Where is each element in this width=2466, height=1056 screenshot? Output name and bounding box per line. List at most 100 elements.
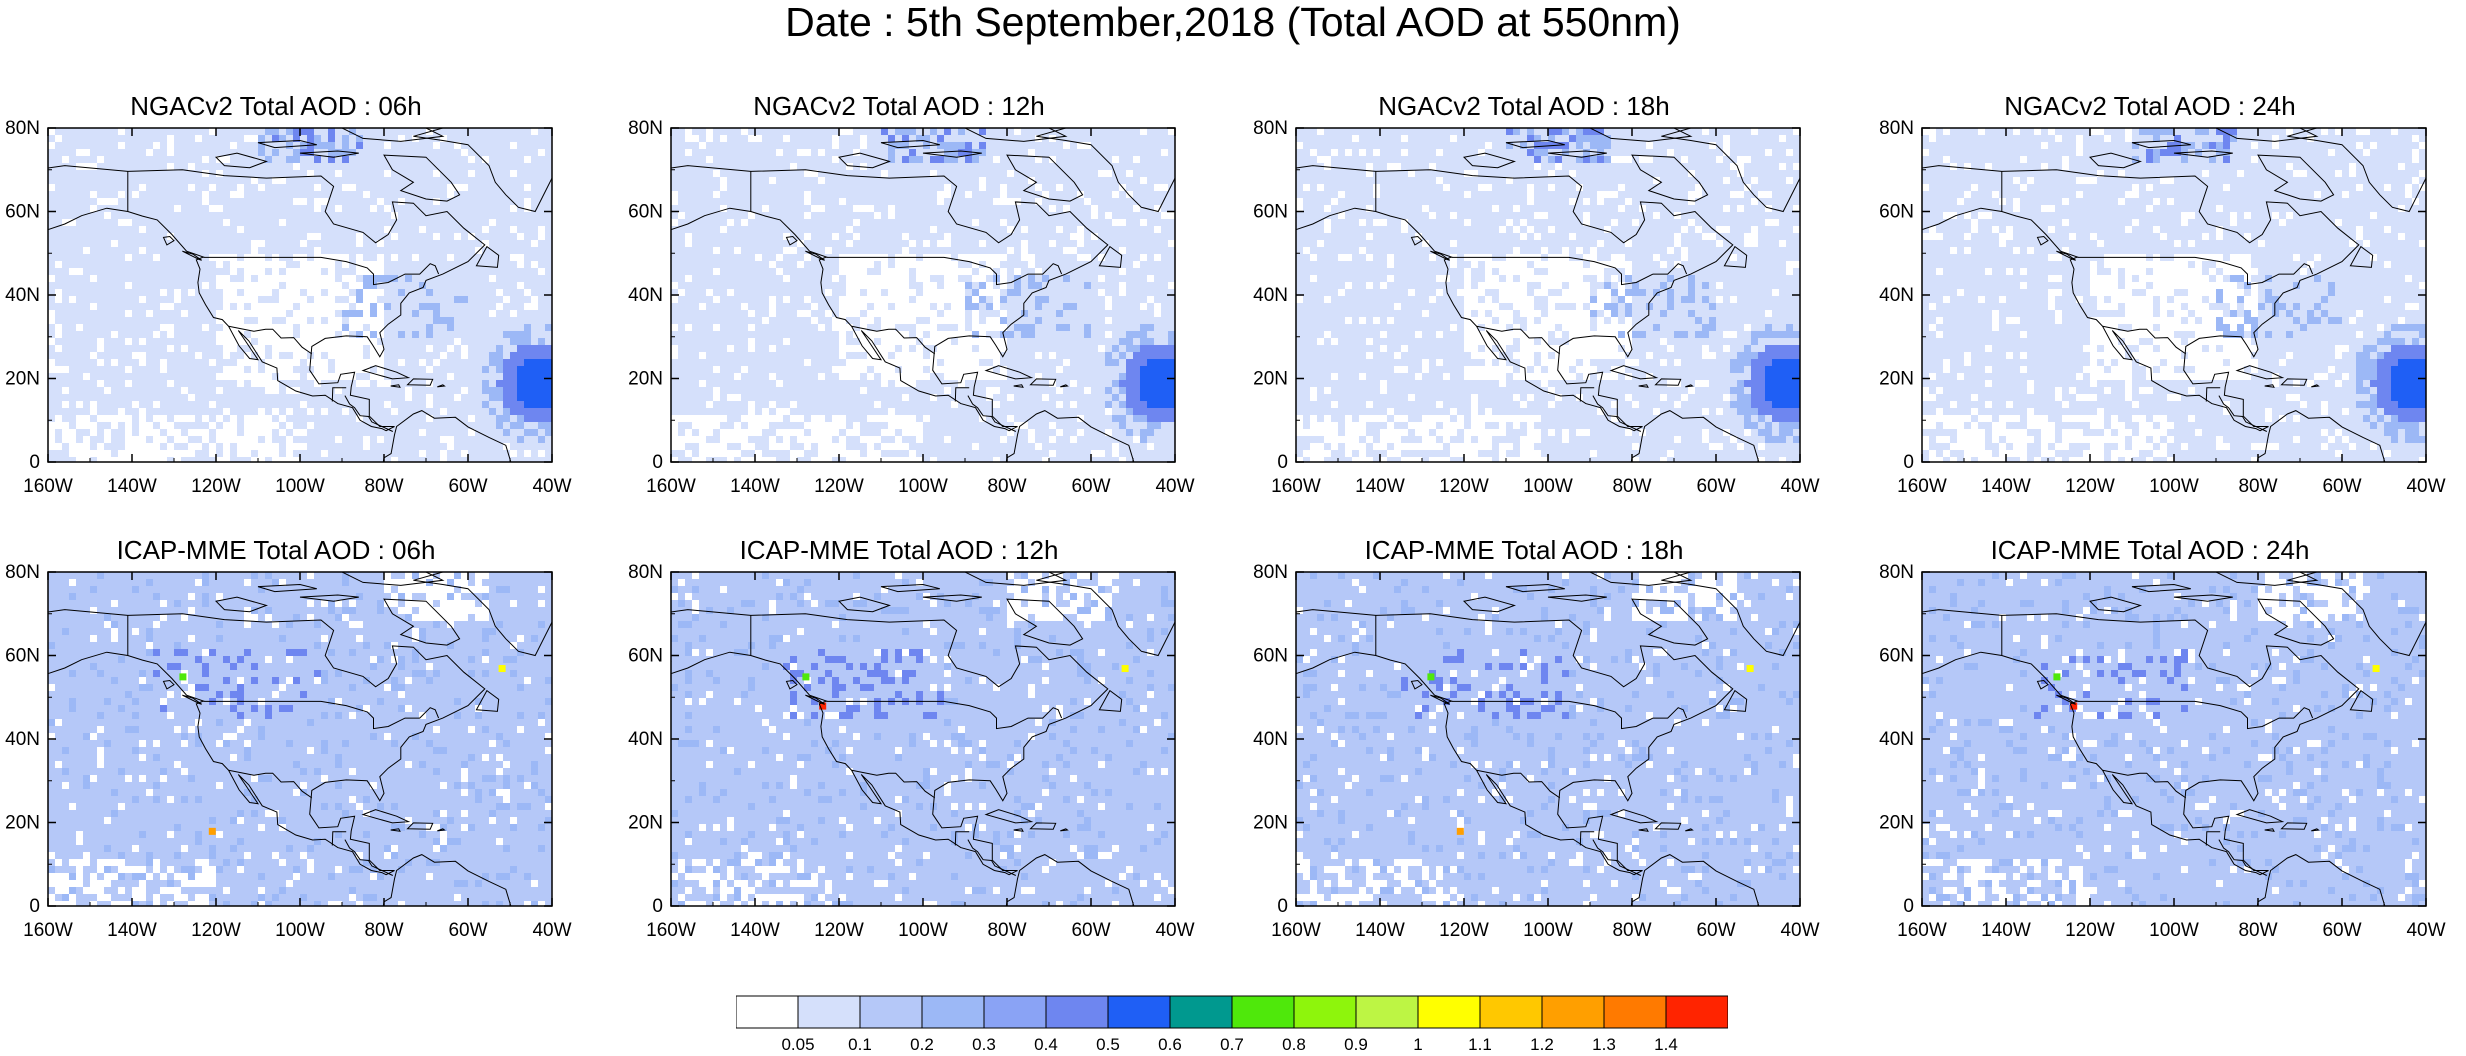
colorbar-swatch xyxy=(921,995,985,1029)
lon-label: 140W xyxy=(1355,920,1405,941)
island-outline xyxy=(390,828,401,832)
island-outline xyxy=(475,689,500,712)
colorbar: 0.05 0.1 0.2 0.3 0.4 0.5 0.6 0.7 0.8 0.9 1 1.1 1.2 1.… xyxy=(736,995,1728,1054)
country-border xyxy=(2102,325,2187,355)
lat-label: 20N xyxy=(1879,369,1914,390)
map-plot: 80N 60N 40N 20N 0 160W 140W 120W 100W 80W 60W 40W xyxy=(628,118,1194,497)
lon-label: 160W xyxy=(23,476,73,497)
lon-label: 100W xyxy=(898,920,948,941)
colorbar-label: 0.1 xyxy=(848,1035,872,1054)
aod-field xyxy=(1296,128,1800,462)
island-outline xyxy=(922,594,982,602)
island-outline xyxy=(1588,572,1693,586)
coastlines xyxy=(1296,128,1800,462)
island-outline xyxy=(1006,154,1084,202)
island-outline xyxy=(1505,583,1565,593)
island-outline xyxy=(1462,152,1517,169)
country-border xyxy=(344,395,394,432)
country-border xyxy=(826,256,1063,286)
colorbar-label: 1.4 xyxy=(1654,1035,1678,1054)
country-border xyxy=(954,387,970,402)
south-america-outline xyxy=(1005,410,1135,462)
lat-label: 0 xyxy=(1277,896,1288,917)
island-outline xyxy=(785,235,798,246)
colorbar-swatch xyxy=(1355,995,1419,1029)
lon-label: 100W xyxy=(1523,476,1573,497)
colorbar-label: 0.6 xyxy=(1158,1035,1182,1054)
map-panel-icap-24h: ICAP-MME Total AOD : 24h 80N 60N 40N 20N 0 160… xyxy=(1874,536,2445,941)
lon-label: 40W xyxy=(1155,920,1194,941)
island-outline xyxy=(1098,245,1123,268)
island-outline xyxy=(837,152,892,169)
island-outline xyxy=(2349,245,2374,268)
country-border xyxy=(1451,700,1688,730)
island-outline xyxy=(2131,139,2191,149)
figure-title: Date : 5th September,2018 (Total AOD at … xyxy=(785,0,1681,45)
lat-label: 20N xyxy=(1253,369,1288,390)
north-america-outline xyxy=(1922,609,2360,876)
colorbar-label: 0.2 xyxy=(910,1035,934,1054)
island-outline xyxy=(2257,598,2335,646)
greenland-outline xyxy=(1661,128,1800,213)
island-outline xyxy=(2131,583,2191,593)
greenland-outline xyxy=(2287,572,2426,657)
lat-label: 0 xyxy=(29,896,40,917)
country-border xyxy=(2218,395,2268,432)
lon-label: 60W xyxy=(1071,920,1110,941)
north-america-outline xyxy=(671,609,1109,876)
island-outline xyxy=(2173,150,2233,158)
country-border xyxy=(2205,387,2221,402)
south-america-outline xyxy=(382,410,512,462)
lon-label: 140W xyxy=(730,920,780,941)
lat-label: 0 xyxy=(29,452,40,473)
lat-label: 0 xyxy=(652,896,663,917)
island-outline xyxy=(2056,694,2076,705)
lon-label: 160W xyxy=(1271,476,1321,497)
lon-label: 160W xyxy=(1271,920,1321,941)
island-outline xyxy=(1060,828,1069,832)
map-panel-ngac-12h: NGACv2 Total AOD : 12h 80N 60N 40N 20N 0 160W 1… xyxy=(623,92,1194,497)
colorbar-label: 0.5 xyxy=(1096,1035,1120,1054)
country-border xyxy=(1451,256,1688,286)
island-outline xyxy=(214,152,269,169)
south-america-outline xyxy=(1630,410,1760,462)
lon-label: 40W xyxy=(1780,920,1819,941)
lon-label: 80W xyxy=(987,920,1026,941)
lat-label: 40N xyxy=(1253,285,1288,306)
lon-label: 40W xyxy=(1155,476,1194,497)
north-america-outline xyxy=(1922,165,2360,432)
lon-label: 120W xyxy=(191,920,241,941)
island-outline xyxy=(406,378,434,386)
island-outline xyxy=(182,694,202,705)
country-border xyxy=(331,831,347,846)
lon-label: 60W xyxy=(448,920,487,941)
island-outline xyxy=(1410,679,1423,690)
lon-label: 120W xyxy=(814,476,864,497)
island-outline xyxy=(2349,689,2374,712)
greenland-outline xyxy=(1036,128,1175,213)
island-outline xyxy=(2214,128,2319,142)
country-border xyxy=(203,256,440,286)
island-outline xyxy=(390,384,401,388)
lat-label: 40N xyxy=(5,729,40,750)
aod-field xyxy=(48,128,552,462)
island-outline xyxy=(922,150,982,158)
lon-label: 40W xyxy=(532,920,571,941)
lon-label: 60W xyxy=(1071,476,1110,497)
map-panel-ngac-06h: NGACv2 Total AOD : 06h 80N 60N 40N 20N 0 160W 1… xyxy=(0,92,571,497)
island-outline xyxy=(162,679,175,690)
lon-label: 120W xyxy=(2065,476,2115,497)
colorbar-swatch xyxy=(1293,995,1357,1029)
lon-label: 120W xyxy=(1439,920,1489,941)
lat-label: 20N xyxy=(5,369,40,390)
lon-label: 140W xyxy=(1981,920,2031,941)
lat-label: 0 xyxy=(1903,452,1914,473)
island-outline xyxy=(963,572,1068,586)
map-plot: 80N 60N 40N 20N 0 160W 140W 120W 100W 80W 60W 40W xyxy=(628,562,1194,941)
island-outline xyxy=(1723,689,1748,712)
colorbar-label: 1.3 xyxy=(1592,1035,1616,1054)
lon-label: 60W xyxy=(448,476,487,497)
island-outline xyxy=(299,594,359,602)
panel-title: NGACv2 Total AOD : 18h xyxy=(1378,91,1670,121)
lon-label: 120W xyxy=(814,920,864,941)
